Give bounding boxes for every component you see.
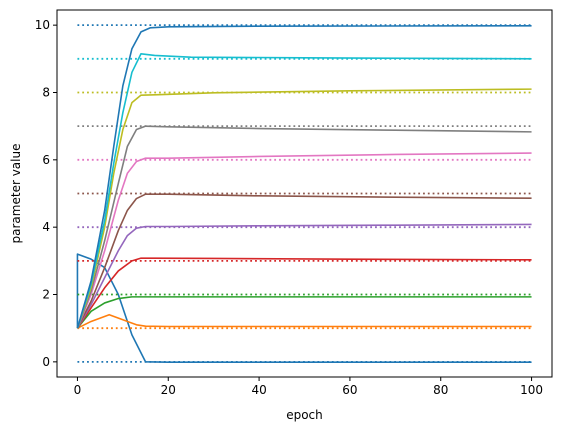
x-tick-label: 100 [520,383,543,397]
y-tick-label: 2 [42,288,50,302]
plot-frame [56,9,553,378]
y-axis-ticks: 0 2 4 6 8 10 [35,18,57,369]
series-line-12 [76,152,532,329]
x-tick-label: 20 [161,383,176,397]
series-layer [76,24,532,363]
series-line-6 [76,257,532,329]
series-line-16 [76,88,532,329]
x-tick-label: 40 [251,383,266,397]
series-line-14 [76,125,532,329]
x-tick-label: 60 [342,383,357,397]
y-tick-label: 0 [42,355,50,369]
x-axis-ticks: 0 20 40 60 80 100 [74,377,543,397]
y-tick-label: 10 [35,18,50,32]
x-tick-label: 0 [74,383,82,397]
y-tick-label: 6 [42,153,50,167]
x-tick-label: 80 [433,383,448,397]
y-axis-label: parameter value [9,144,23,244]
x-axis-label: epoch [286,408,323,422]
y-tick-label: 8 [42,85,50,99]
series-line-8 [76,223,532,329]
series-line-0 [76,253,532,363]
series-line-4 [76,296,532,329]
y-tick-label: 4 [42,220,50,234]
series-line-2 [77,313,532,329]
series-line-18 [76,52,532,329]
series-line-20 [76,25,532,329]
series-line-10 [76,193,532,329]
